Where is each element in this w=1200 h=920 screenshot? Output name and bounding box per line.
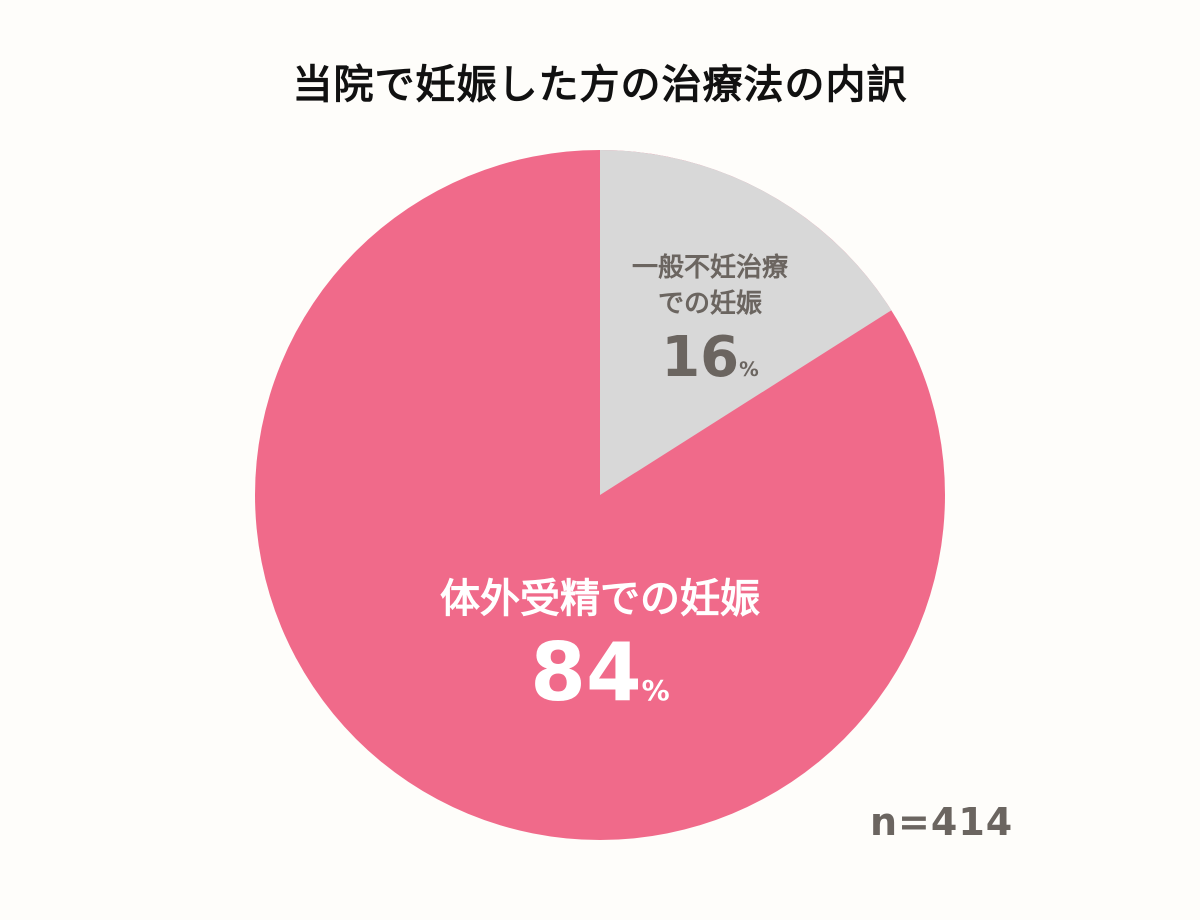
slice-general-treatment [600, 150, 892, 495]
general-treatment-label-line2: での妊娠 [657, 289, 762, 319]
percent-unit: % [641, 674, 670, 707]
ivf-label: 体外受精での妊娠 84% [330, 572, 870, 736]
percent-unit: % [739, 358, 759, 381]
sample-size: n=414 [870, 800, 1014, 844]
ivf-value: 84 [530, 626, 642, 719]
ivf-percent: 84% [330, 628, 870, 736]
general-treatment-value: 16 [661, 325, 740, 390]
chart-title: 当院で妊娠した方の治療法の内訳 [292, 62, 908, 108]
ivf-label-text: 体外受精での妊娠 [440, 576, 760, 622]
general-treatment-label: 一般不妊治療 での妊娠 16% [600, 250, 820, 400]
general-treatment-percent: 16% [600, 328, 820, 400]
general-treatment-label-line1: 一般不妊治療 [631, 253, 788, 283]
